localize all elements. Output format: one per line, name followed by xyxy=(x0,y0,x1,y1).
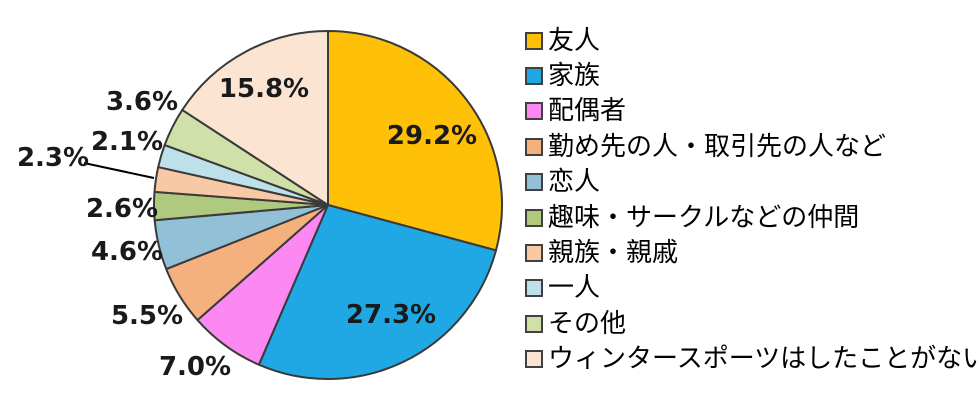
leader-lines xyxy=(83,162,155,179)
legend-label: 友人 xyxy=(548,25,601,56)
legend-item-1: 家族 xyxy=(525,58,978,93)
leader-line xyxy=(83,162,155,179)
pie-slices xyxy=(152,30,503,380)
legend-item-3: 勤め先の人・取引先の人など xyxy=(525,129,978,164)
legend-label: 配偶者 xyxy=(548,96,627,127)
legend-label: 趣味・サークルなどの仲間 xyxy=(548,202,860,233)
legend-item-4: 恋人 xyxy=(525,165,978,200)
legend-label: 親族・親戚 xyxy=(548,238,679,269)
legend-item-9: ウィンタースポーツはしたことがない xyxy=(525,342,978,377)
legend-swatch-icon xyxy=(525,350,543,369)
percent-label-3: 5.5% xyxy=(111,301,183,331)
pie-slice-0 xyxy=(327,30,503,252)
percent-label-6: 2.3% xyxy=(17,143,89,173)
percent-label-7: 2.1% xyxy=(91,127,163,157)
percent-label-2: 7.0% xyxy=(159,352,231,382)
legend-swatch-icon xyxy=(525,279,543,298)
legend-item-8: その他 xyxy=(525,306,978,341)
legend-item-5: 趣味・サークルなどの仲間 xyxy=(525,200,978,235)
legend-swatch-icon xyxy=(525,244,543,263)
legend-swatch-icon xyxy=(525,208,543,227)
percent-label-0: 29.2% xyxy=(387,121,477,151)
legend-item-2: 配偶者 xyxy=(525,94,978,129)
legend-swatch-icon xyxy=(525,31,543,50)
legend-label: ウィンタースポーツはしたことがない xyxy=(548,344,978,375)
percent-label-4: 4.6% xyxy=(91,237,163,267)
legend-label: 恋人 xyxy=(548,167,601,198)
legend-swatch-icon xyxy=(525,314,543,333)
legend-item-7: 一人 xyxy=(525,271,978,306)
legend-swatch-icon xyxy=(525,67,543,86)
legend-item-6: 親族・親戚 xyxy=(525,235,978,270)
legend-label: 家族 xyxy=(548,61,601,92)
percent-label-8: 3.6% xyxy=(106,87,178,117)
legend-label: 一人 xyxy=(548,273,601,304)
legend: 友人家族配偶者勤め先の人・取引先の人など 恋人趣味・サークルなどの仲間 親族・親戚一… xyxy=(525,23,978,377)
legend-swatch-icon xyxy=(525,173,543,192)
percent-labels: 29.2% 27.3% 7.0% 5.5% 4.6% 2.6% 2.3%2.1% 3.6% 15… xyxy=(17,74,477,382)
pie-slice-9 xyxy=(181,30,329,206)
legend-label: その他 xyxy=(548,308,627,339)
percent-label-5: 2.6% xyxy=(86,194,158,224)
legend-label: 勤め先の人・取引先の人など xyxy=(548,131,887,162)
percent-label-1: 27.3% xyxy=(346,300,436,330)
legend-item-0: 友人 xyxy=(525,23,978,58)
legend-swatch-icon xyxy=(525,102,543,121)
legend-swatch-icon xyxy=(525,137,543,156)
pie-slice-1 xyxy=(257,204,497,380)
percent-label-9: 15.8% xyxy=(219,74,309,104)
